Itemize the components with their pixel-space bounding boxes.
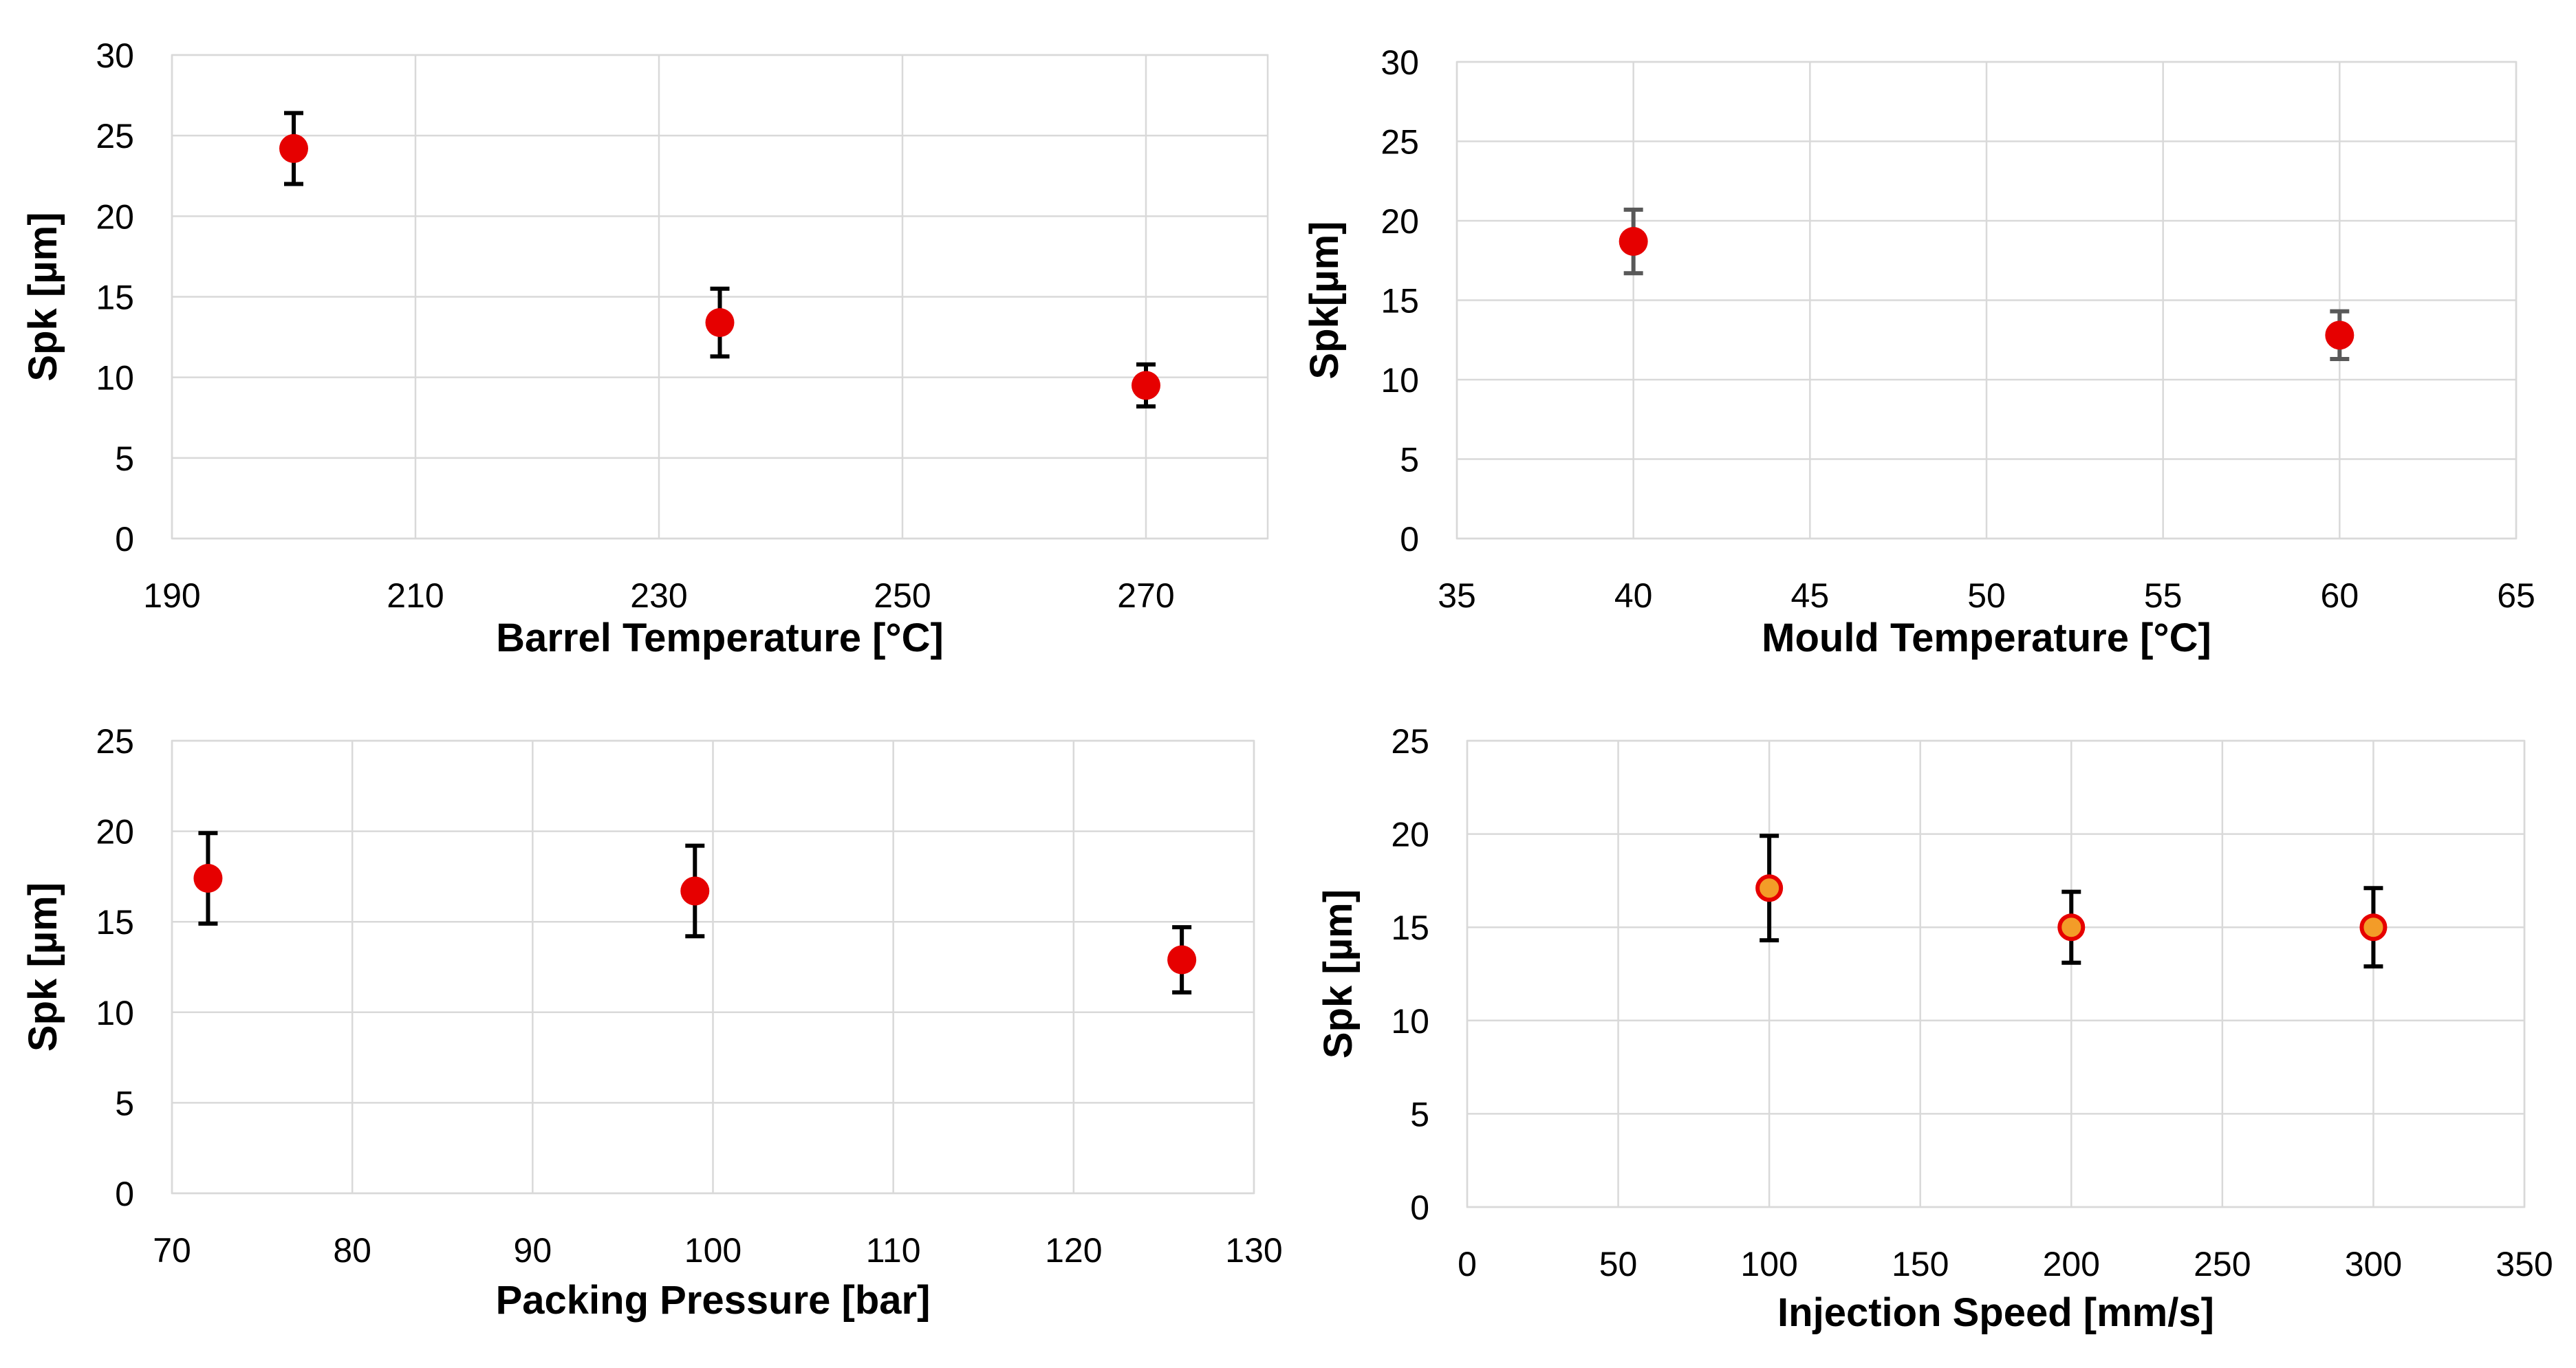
y-tick-label: 0 xyxy=(1410,1188,1429,1227)
y-tick-label: 30 xyxy=(1381,43,1419,82)
x-tick-label: 35 xyxy=(1438,576,1476,615)
x-tick-label: 200 xyxy=(2043,1245,2100,1283)
x-tick-label: 300 xyxy=(2345,1245,2402,1283)
x-tick-label: 40 xyxy=(1614,576,1653,615)
x-tick-label: 50 xyxy=(1599,1245,1638,1283)
plot-area-border xyxy=(171,54,1269,540)
chart-packing-pressure: 0 5 10 15 20 25 70 80 90 100 110 120 130 Packing Pres… xyxy=(21,722,1283,1323)
x-tick-label: 190 xyxy=(143,576,200,615)
y-tick-label: 0 xyxy=(1400,520,1419,558)
y-axis-label: Spk[µm] xyxy=(1302,221,1347,380)
y-tick-label: 25 xyxy=(1391,722,1429,761)
y-tick-label: 0 xyxy=(115,1175,134,1213)
y-tick-label: 10 xyxy=(1391,1002,1429,1041)
data-point xyxy=(705,307,735,337)
data-point xyxy=(1132,371,1160,400)
y-axis-label: Spk [µm] xyxy=(1316,889,1361,1058)
y-tick-label: 5 xyxy=(1410,1095,1429,1133)
y-tick-label: 20 xyxy=(1381,202,1419,241)
x-tick-label: 100 xyxy=(1740,1245,1797,1283)
x-tick-label: 250 xyxy=(2194,1245,2251,1283)
x-axis-label: Barrel Temperature [°C] xyxy=(496,616,944,660)
y-tick-label: 25 xyxy=(96,117,134,155)
x-tick-label: 50 xyxy=(1967,576,2006,615)
data-point xyxy=(1167,945,1197,975)
chart-barrel-temperature: 0 5 10 15 20 25 30 190 210 230 250 270 Barrel Temper… xyxy=(21,36,1269,660)
chart-mould-temperature: 0 5 10 15 20 25 30 35 40 45 50 55 60 65 Mould Temperat… xyxy=(1302,43,2535,660)
y-axis-label: Spk [µm] xyxy=(21,212,65,381)
x-axis-label: Injection Speed [mm/s] xyxy=(1777,1290,2214,1335)
y-tick-label: 20 xyxy=(1391,816,1429,854)
y-tick-label: 10 xyxy=(96,359,134,398)
data-point xyxy=(2325,321,2355,350)
y-tick-label: 10 xyxy=(96,994,134,1032)
x-tick-label: 55 xyxy=(2144,576,2183,615)
data-point xyxy=(2057,913,2086,942)
x-tick-label: 100 xyxy=(684,1231,742,1270)
y-tick-label: 15 xyxy=(1391,909,1429,947)
y-tick-label: 20 xyxy=(96,813,134,851)
data-point xyxy=(1755,874,1784,902)
y-tick-label: 5 xyxy=(115,1084,134,1122)
x-tick-label: 60 xyxy=(2321,576,2359,615)
x-tick-label: 45 xyxy=(1791,576,1830,615)
y-tick-label: 15 xyxy=(1381,282,1419,321)
x-tick-label: 0 xyxy=(1458,1245,1477,1283)
y-tick-label: 5 xyxy=(115,439,134,478)
x-tick-label: 65 xyxy=(2497,576,2535,615)
y-tick-label: 15 xyxy=(96,279,134,317)
x-tick-label: 350 xyxy=(2496,1245,2553,1283)
y-tick-label: 20 xyxy=(96,197,134,236)
y-tick-label: 15 xyxy=(96,903,134,942)
x-tick-label: 210 xyxy=(387,576,444,615)
x-axis-label: Packing Pressure [bar] xyxy=(496,1278,931,1323)
y-tick-label: 5 xyxy=(1400,441,1419,479)
x-axis-label: Mould Temperature [°C] xyxy=(1762,616,2211,660)
y-tick-label: 25 xyxy=(1381,123,1419,162)
plot-area-border xyxy=(1466,739,2526,1208)
x-tick-label: 70 xyxy=(153,1231,191,1270)
data-point xyxy=(193,864,223,893)
x-tick-label: 150 xyxy=(1892,1245,1949,1283)
data-point xyxy=(2359,913,2388,942)
x-tick-label: 120 xyxy=(1045,1231,1102,1270)
y-axis-label: Spk [µm] xyxy=(21,882,65,1052)
data-point xyxy=(680,876,710,906)
x-tick-label: 270 xyxy=(1117,576,1174,615)
y-tick-label: 30 xyxy=(96,36,134,75)
data-point xyxy=(279,133,308,163)
x-tick-label: 110 xyxy=(866,1231,921,1270)
y-tick-label: 25 xyxy=(96,722,134,761)
x-tick-label: 80 xyxy=(333,1231,371,1270)
y-tick-label: 10 xyxy=(1381,361,1419,400)
plot-area-border xyxy=(1455,61,2518,540)
y-tick-label: 0 xyxy=(115,520,134,558)
x-tick-label: 250 xyxy=(874,576,931,615)
x-tick-label: 230 xyxy=(630,576,687,615)
data-point xyxy=(1619,227,1648,257)
x-tick-label: 130 xyxy=(1225,1231,1282,1270)
x-tick-label: 90 xyxy=(514,1231,552,1270)
plot-area-border xyxy=(171,739,1255,1195)
